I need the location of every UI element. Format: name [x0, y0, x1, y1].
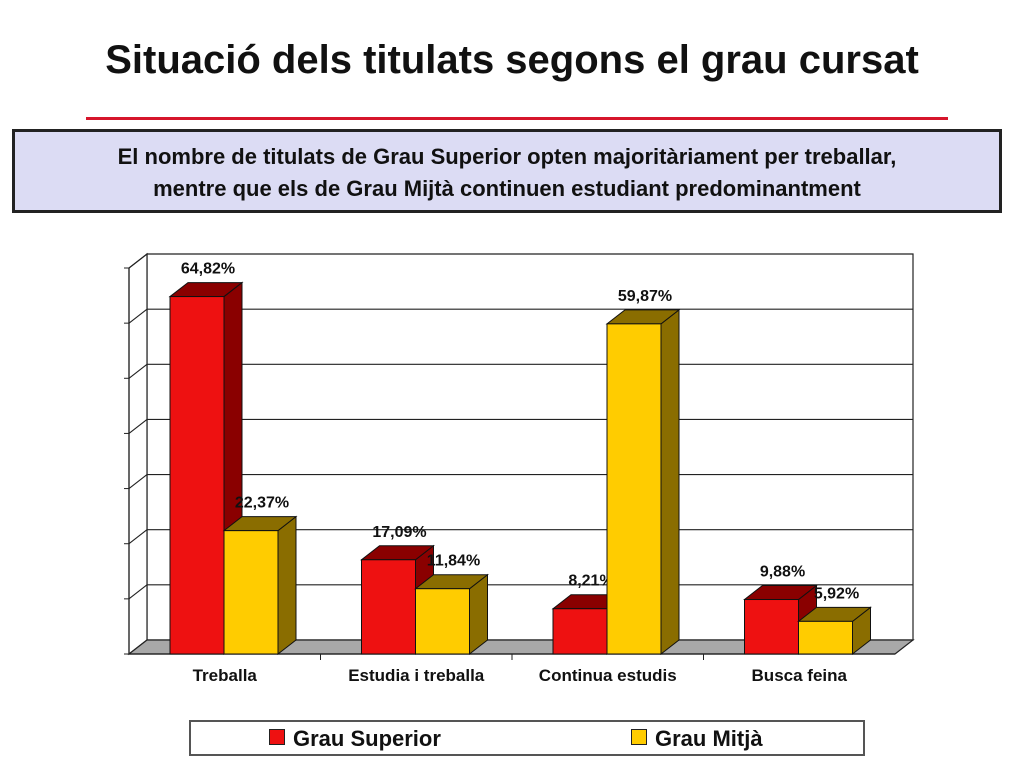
- highlight-box: El nombre de titulats de Grau Superior o…: [12, 129, 1002, 213]
- data-label-grau-superior-1: 17,09%: [372, 524, 426, 541]
- gridline: [128, 253, 913, 269]
- highlight-line-2: mentre que els de Grau Mijtà continuen e…: [153, 176, 861, 201]
- data-label-grau-mitja-0: 22,37%: [235, 495, 289, 512]
- x-tick-label-0: Treballa: [193, 666, 258, 685]
- x-tick-label-2: Continua estudis: [539, 666, 677, 685]
- legend-item-grau-superior: Grau Superior: [269, 726, 441, 752]
- legend-item-grau-mitja: Grau Mitjà: [631, 726, 763, 752]
- legend-swatch-grau-mitja: [631, 729, 647, 745]
- bar-grau-mitja-1: [415, 588, 470, 655]
- data-label-grau-superior-2: 8,21%: [568, 573, 613, 590]
- slide-title: Situació dels titulats segons el grau cu…: [105, 38, 919, 82]
- legend-label-grau-superior: Grau Superior: [293, 726, 441, 751]
- title-divider: [86, 117, 948, 120]
- legend-swatch-grau-superior: [269, 729, 285, 745]
- data-label-grau-superior-3: 9,88%: [760, 564, 805, 581]
- bar-side-1-2: [660, 308, 680, 656]
- bar-side-1-0: [277, 515, 297, 656]
- bar-grau-mitja-3: [798, 620, 853, 655]
- x-tick-label-3: Busca feina: [752, 666, 848, 685]
- bar-grau-superior-3: [744, 599, 799, 655]
- bar-grau-superior-2: [552, 608, 608, 655]
- data-label-grau-mitja-2: 59,87%: [618, 288, 672, 305]
- data-label-grau-mitja-3: 5,92%: [814, 585, 859, 602]
- gridline: [128, 308, 913, 324]
- highlight-line-1: El nombre de titulats de Grau Superior o…: [117, 144, 897, 169]
- bar-grau-superior-0: [169, 296, 225, 655]
- bar-grau-mitja-0: [223, 530, 279, 655]
- x-tick-label-1: Estudia i treballa: [348, 666, 485, 685]
- chart-side-wall: [128, 252, 148, 656]
- data-label-grau-mitja-1: 11,84%: [427, 553, 480, 570]
- legend-label-grau-mitja: Grau Mitjà: [655, 726, 763, 751]
- bar-grau-superior-1: [361, 559, 416, 655]
- data-label-grau-superior-0: 64,82%: [181, 261, 235, 278]
- chart-legend: Grau Superior Grau Mitjà: [189, 720, 865, 756]
- bar-grau-mitja-2: [606, 323, 662, 655]
